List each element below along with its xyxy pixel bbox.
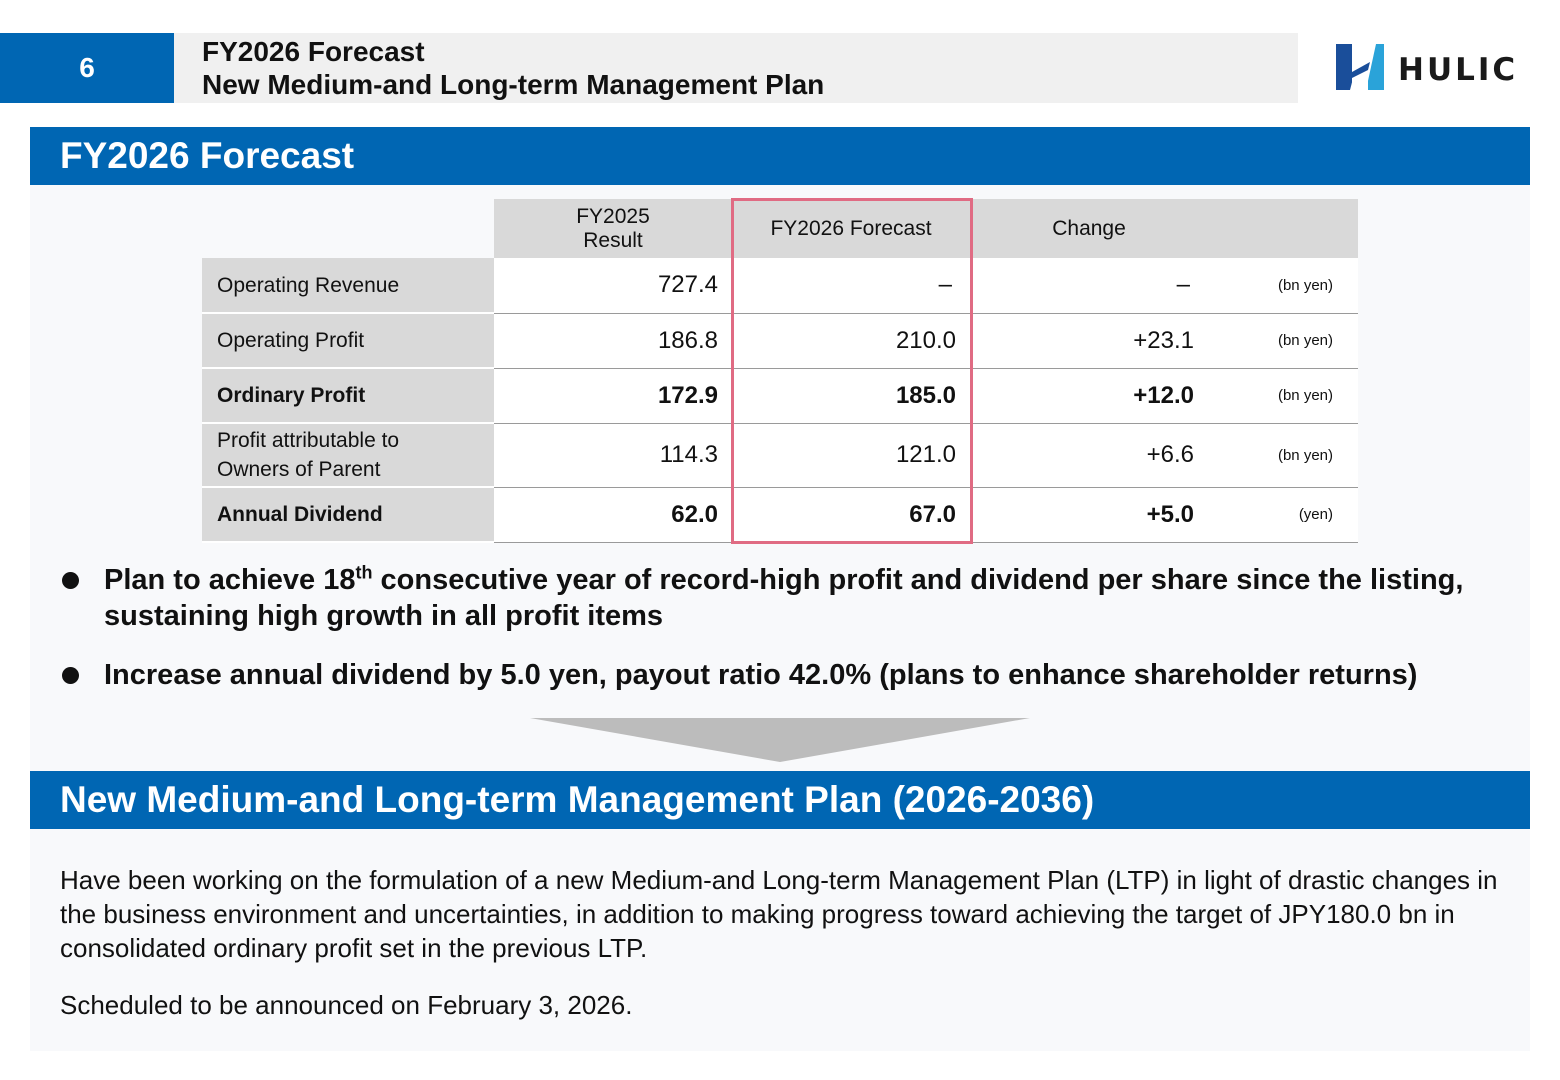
cell-change: +12.0 xyxy=(970,368,1208,424)
header-fy2025-result: FY2025 Result xyxy=(494,199,732,258)
row-label-line2: Owners of Parent xyxy=(217,458,381,481)
row-label: Ordinary Profit xyxy=(202,368,494,424)
header-fy2025-line1: FY2025 xyxy=(576,204,650,228)
bullet-list: Plan to achieve 18th consecutive year of… xyxy=(60,562,1500,716)
down-arrow-icon xyxy=(530,718,1030,762)
row-label: Profit attributable to Owners of Parent xyxy=(202,423,494,488)
bullet1-text-pre: Plan to achieve 18 xyxy=(104,564,356,596)
header-fy2025-line2: Result xyxy=(583,228,643,252)
cell-change: +6.6 xyxy=(970,423,1208,488)
header-blank-cell xyxy=(202,199,494,258)
plan-section-heading: New Medium-and Long-term Management Plan… xyxy=(30,771,1530,829)
plan-paragraph-1: Have been working on the formulation of … xyxy=(60,865,1498,963)
page-number: 6 xyxy=(0,33,174,103)
cell-result: 114.3 xyxy=(494,423,732,488)
cell-result: 186.8 xyxy=(494,313,732,369)
row-label: Operating Profit xyxy=(202,313,494,369)
hulic-logo: HULIC xyxy=(1336,44,1526,92)
cell-forecast: – xyxy=(732,258,970,314)
cell-unit: (bn yen) xyxy=(1208,258,1358,314)
slide-title-bar: FY2026 Forecast New Medium-and Long-term… xyxy=(174,33,1298,103)
table-header-row: FY2025 Result FY2026 Forecast Change xyxy=(202,199,1358,258)
table-row: Operating Profit 186.8 210.0 +23.1 (bn y… xyxy=(202,313,1358,369)
plan-panel xyxy=(30,829,1530,1051)
bullet-dot-icon xyxy=(62,667,79,684)
cell-unit: (yen) xyxy=(1208,487,1358,543)
cell-forecast: 121.0 xyxy=(732,423,970,488)
cell-forecast: 210.0 xyxy=(732,313,970,369)
bullet2-text: Increase annual dividend by 5.0 yen, pay… xyxy=(104,659,1418,691)
forecast-table: FY2025 Result FY2026 Forecast Change Ope… xyxy=(202,199,1358,543)
header-unit-blank xyxy=(1208,199,1358,258)
row-label: Annual Dividend xyxy=(202,487,494,543)
bullet-item: Increase annual dividend by 5.0 yen, pay… xyxy=(60,657,1500,693)
cell-forecast: 185.0 xyxy=(732,368,970,424)
plan-paragraph-2: Scheduled to be announced on February 3,… xyxy=(60,990,633,1020)
cell-unit: (bn yen) xyxy=(1208,423,1358,488)
cell-unit: (bn yen) xyxy=(1208,368,1358,424)
bullet-dot-icon xyxy=(62,572,79,589)
cell-change: +23.1 xyxy=(970,313,1208,369)
header-fy2026-forecast: FY2026 Forecast xyxy=(732,199,970,258)
slide-title-line2: New Medium-and Long-term Management Plan xyxy=(202,69,825,100)
cell-change: – xyxy=(970,258,1208,314)
table-row: Profit attributable to Owners of Parent … xyxy=(202,423,1358,488)
logo-wordmark: HULIC xyxy=(1398,52,1519,88)
cell-forecast: 67.0 xyxy=(732,487,970,543)
cell-result: 62.0 xyxy=(494,487,732,543)
table-row: Operating Revenue 727.4 – – (bn yen) xyxy=(202,258,1358,314)
slide-title-line1: FY2026 Forecast xyxy=(202,36,425,67)
table-row: Annual Dividend 62.0 67.0 +5.0 (yen) xyxy=(202,487,1358,543)
bullet1-superscript: th xyxy=(355,562,373,583)
forecast-section-heading: FY2026 Forecast xyxy=(30,127,1530,185)
bullet1-text-post: consecutive year of record-high profit a… xyxy=(104,564,1464,632)
cell-unit: (bn yen) xyxy=(1208,313,1358,369)
hulic-logo-mark-icon xyxy=(1336,44,1384,90)
row-label-line1: Profit attributable to xyxy=(217,429,400,452)
bullet-item: Plan to achieve 18th consecutive year of… xyxy=(60,562,1500,634)
cell-result: 727.4 xyxy=(494,258,732,314)
cell-change: +5.0 xyxy=(970,487,1208,543)
cell-result: 172.9 xyxy=(494,368,732,424)
table-row: Ordinary Profit 172.9 185.0 +12.0 (bn ye… xyxy=(202,368,1358,424)
row-label: Operating Revenue xyxy=(202,258,494,314)
header-change: Change xyxy=(970,199,1208,258)
